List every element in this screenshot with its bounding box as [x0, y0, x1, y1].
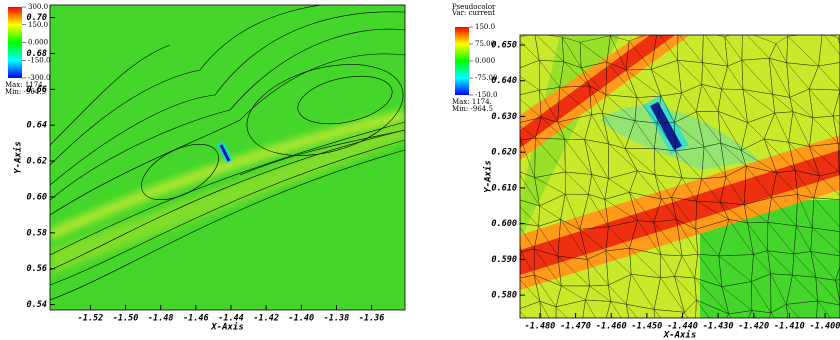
mesh-cell	[835, 266, 840, 281]
mesh-cell	[786, 300, 818, 318]
field-right	[520, 35, 840, 318]
y-tick-label: 0.70	[27, 13, 47, 23]
mesh-cell	[680, 299, 697, 318]
x-tick-label: -1.38	[324, 314, 350, 324]
legend-max: Max: 1174.	[5, 81, 45, 89]
legend-tick-label: 150.0	[28, 21, 48, 29]
x-tick-label: -1.400	[810, 322, 840, 332]
x-tick-label: -1.44	[218, 314, 244, 324]
legend-tick-label: -150.0	[475, 91, 497, 99]
mesh-cell	[582, 299, 611, 318]
legend-tick-label: -150.0	[28, 56, 50, 64]
mesh-cell	[653, 309, 685, 318]
legend-tick-label: 0.000	[475, 57, 495, 65]
x-tick-label: -1.48	[148, 314, 174, 324]
legend-tick-label: 300.0	[28, 3, 48, 11]
y-tick-label: 0.54	[27, 300, 47, 310]
mesh-cell	[835, 279, 840, 303]
y-axis-label: Y-Axis	[483, 160, 494, 193]
mesh-cell	[837, 143, 840, 172]
mesh-cell	[726, 310, 753, 318]
mesh-cell	[812, 197, 840, 232]
mesh-cell	[769, 304, 789, 318]
x-tick-label: -1.410	[774, 322, 805, 332]
x-axis-label: X-Axis	[210, 322, 244, 333]
mesh-cell	[816, 300, 840, 318]
plot-frame	[49, 4, 406, 311]
x-tick-label: -1.46	[183, 314, 209, 324]
mesh-cell	[810, 227, 840, 257]
x-tick-label: -1.460	[596, 322, 627, 332]
x-tick-label: -1.52	[78, 314, 104, 324]
y-axis-label: Y-Axis	[13, 141, 24, 174]
legend-tick-label: -300.0	[28, 74, 50, 82]
legend-tick-label: 75.00	[475, 40, 495, 48]
legend-var: Var: current	[451, 9, 495, 17]
field-left	[50, 5, 405, 310]
mesh-cell	[808, 62, 840, 91]
y-tick-label: 0.610	[491, 183, 517, 193]
legend-min: Min: -964.5	[452, 105, 493, 113]
legend-bar	[8, 7, 22, 78]
x-tick-label: -1.480	[525, 322, 556, 332]
mesh-cell	[555, 299, 586, 318]
x-tick-label: -1.420	[738, 322, 769, 332]
legend-tick-label: 150.0	[475, 23, 495, 31]
x-tick-label: -1.50	[113, 314, 139, 324]
y-tick-label: 0.66	[27, 85, 47, 95]
y-tick-label: 0.58	[27, 228, 47, 238]
x-tick-label: -1.470	[560, 322, 591, 332]
y-tick-label: 0.64	[27, 121, 47, 131]
y-tick-label: 0.640	[491, 76, 517, 86]
x-tick-label: -1.40	[289, 314, 315, 324]
y-tick-label: 0.62	[27, 157, 47, 167]
legend-tick-label: 0.000	[28, 39, 48, 47]
mesh-cell	[539, 301, 557, 318]
x-axis-label: X-Axis	[663, 330, 697, 340]
y-tick-label: 0.68	[27, 49, 47, 59]
legend-max: Max: 1174.	[452, 98, 492, 106]
y-tick-label: 0.650	[491, 41, 517, 51]
y-tick-label: 0.590	[491, 255, 517, 265]
plot-frame	[519, 34, 840, 319]
x-tick-label: -1.450	[632, 322, 663, 332]
y-tick-label: 0.620	[491, 148, 517, 158]
mesh-cell	[832, 115, 840, 145]
mesh-cell	[815, 277, 840, 306]
mesh-cell	[832, 90, 840, 117]
x-tick-label: -1.430	[703, 322, 734, 332]
mesh-cell	[818, 35, 840, 67]
legend-min: Min: -964.5	[5, 88, 46, 96]
legend-bar	[455, 27, 469, 95]
y-tick-label: 0.60	[27, 192, 47, 202]
y-tick-label: 0.56	[27, 264, 47, 274]
legend-title: Pseudocolor	[452, 3, 496, 11]
mesh-cell	[520, 301, 542, 318]
x-tick-label: -1.440	[667, 322, 698, 332]
y-tick-label: 0.630	[491, 112, 517, 122]
y-tick-label: 0.600	[491, 219, 517, 229]
x-tick-label: -1.36	[359, 314, 385, 324]
x-tick-label: -1.42	[253, 314, 279, 324]
mesh-cell	[813, 170, 840, 200]
y-tick-label: 0.580	[491, 291, 517, 301]
mesh-cell	[625, 304, 655, 318]
legend-tick-label: -75.00	[475, 74, 497, 82]
mesh-cell	[695, 299, 730, 318]
